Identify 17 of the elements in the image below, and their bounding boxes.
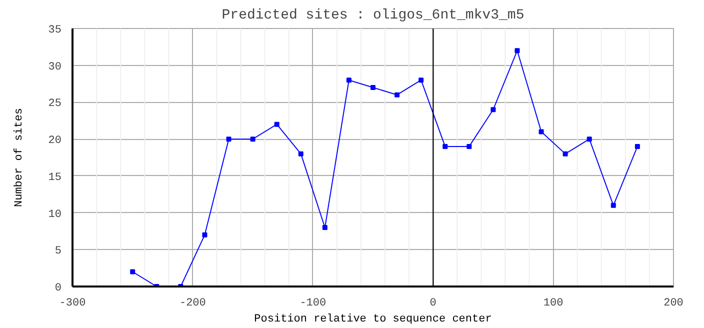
y-tick-label: 25: [48, 98, 62, 110]
y-tick-label: 30: [48, 61, 62, 74]
y-tick-label: 5: [54, 246, 62, 258]
y-axis-title: Number of sites: [13, 108, 26, 208]
x-tick-label: 100: [543, 298, 564, 310]
x-tick-label: 200: [664, 298, 684, 310]
y-tick-label: 15: [48, 172, 62, 184]
x-tick-label: -200: [180, 298, 206, 310]
chart-title: Predicted sites : oligos_6nt_mkv3_m5: [222, 8, 524, 24]
x-axis-title: Position relative to sequence center: [254, 314, 492, 326]
y-tick-label: 35: [48, 24, 62, 36]
x-tick-label: -100: [300, 298, 326, 310]
y-tick-label: 20: [48, 135, 62, 148]
y-tick-label: 10: [48, 208, 62, 221]
x-tick-label: -300: [59, 298, 86, 310]
y-tick-label: 0: [54, 282, 62, 294]
x-tick-label: 0: [430, 298, 436, 310]
